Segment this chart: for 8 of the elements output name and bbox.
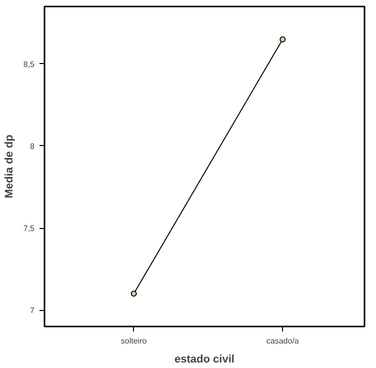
- y-axis-title: Media de dp: [3, 134, 16, 198]
- x-tick-label: solteiro: [120, 336, 148, 346]
- y-tick-label: 7: [30, 306, 36, 316]
- y-tick-label: 8: [30, 142, 36, 151]
- x-tick-label: casado/a: [266, 336, 300, 346]
- x-axis-title: estado civil: [174, 354, 234, 366]
- y-tick-label: 7,5: [23, 224, 36, 234]
- y-tick-label: 8,5: [23, 60, 36, 69]
